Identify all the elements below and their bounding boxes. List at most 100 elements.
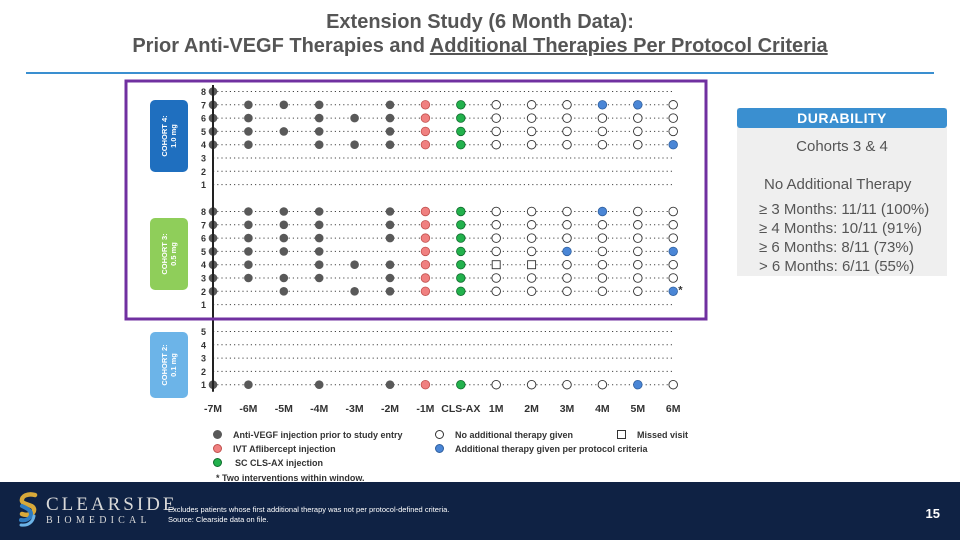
no-therapy-point bbox=[562, 100, 572, 110]
prior-injection-point bbox=[279, 207, 289, 216]
prior-injection-point bbox=[385, 287, 395, 296]
highlight-box bbox=[124, 79, 708, 321]
additional-therapy-point bbox=[597, 100, 608, 110]
prior-injection-point bbox=[244, 207, 253, 216]
ivt-aflibercept-point bbox=[420, 206, 431, 217]
title-line-2-prefix: Prior Anti-VEGF Therapies and bbox=[132, 35, 430, 57]
no-therapy-point bbox=[668, 206, 678, 217]
no-therapy-point bbox=[597, 220, 608, 230]
no-therapy-point bbox=[633, 286, 643, 297]
footer-bar: CLEARSIDE BIOMEDICAL Excludes patients w… bbox=[0, 482, 960, 540]
footer-notes: Excludes patients whose first additional… bbox=[168, 505, 449, 525]
no-therapy-point bbox=[491, 100, 501, 110]
prior-injection-point bbox=[314, 127, 324, 136]
prior-injection-point bbox=[279, 273, 289, 283]
prior-injection-point bbox=[244, 380, 253, 390]
prior-injection-point bbox=[279, 247, 289, 256]
no-therapy-point bbox=[597, 233, 608, 243]
no-therapy-point bbox=[668, 233, 678, 243]
durability-stats: ≥ 3 Months: 11/11 (100%) ≥ 4 Months: 10/… bbox=[759, 200, 929, 276]
prior-injection-point bbox=[244, 233, 253, 243]
prior-injection-point bbox=[279, 220, 289, 230]
y-tick-label: 3 bbox=[201, 274, 206, 284]
no-therapy-point bbox=[597, 113, 608, 123]
prior-injection-point bbox=[244, 260, 253, 270]
no-therapy-point bbox=[526, 126, 537, 137]
prior-injection-point bbox=[244, 113, 253, 123]
no-therapy-point bbox=[597, 273, 608, 283]
no-therapy-point bbox=[597, 139, 608, 150]
prior-injection-point bbox=[314, 207, 324, 216]
no-therapy-point bbox=[491, 233, 501, 243]
y-tick-label: 8 bbox=[201, 207, 206, 217]
y-tick-label: 3 bbox=[201, 154, 206, 164]
cohort-label: COHORT 3: bbox=[160, 233, 169, 274]
prior-injection-point bbox=[385, 260, 395, 270]
x-tick-label: -4M bbox=[310, 403, 328, 415]
y-tick-label: 4 bbox=[201, 340, 206, 350]
no-therapy-point bbox=[526, 286, 537, 297]
title-line-2-underlined: Additional Therapies Per Protocol Criter… bbox=[429, 35, 828, 57]
y-tick-label: 7 bbox=[201, 100, 206, 110]
additional-therapy-point bbox=[668, 246, 678, 257]
no-therapy-point bbox=[491, 273, 501, 283]
prior-injection-point bbox=[385, 380, 395, 390]
legend-missed-marker bbox=[617, 430, 626, 439]
prior-injection-point bbox=[350, 140, 359, 149]
prior-injection-point bbox=[279, 100, 289, 110]
prior-injection-point bbox=[244, 220, 253, 230]
cohort-dose: 0.5 mg bbox=[169, 242, 178, 266]
cohort-label-box bbox=[150, 218, 188, 290]
y-tick-label: 1 bbox=[201, 380, 206, 390]
legend-missed-label: Missed visit bbox=[637, 430, 689, 440]
page-number: 15 bbox=[925, 506, 940, 521]
scs-cls-ax-point bbox=[456, 126, 466, 137]
no-additional-therapy-label: No Additional Therapy bbox=[764, 176, 912, 193]
y-tick-label: 4 bbox=[201, 140, 206, 150]
footer-note-2: Source: Clearside data on file. bbox=[168, 515, 269, 524]
x-tick-label: -3M bbox=[346, 403, 364, 415]
x-tick-label: 4M bbox=[595, 403, 610, 415]
legend-additional-label: Additional therapy given per protocol cr… bbox=[455, 444, 648, 454]
no-therapy-point bbox=[562, 126, 572, 137]
title-divider bbox=[26, 72, 934, 74]
x-tick-label: -5M bbox=[275, 403, 293, 415]
y-tick-label: 5 bbox=[201, 327, 206, 337]
prior-injection-point bbox=[350, 260, 359, 270]
no-therapy-point bbox=[562, 206, 572, 217]
prior-injection-point bbox=[314, 273, 324, 283]
x-tick-label: -6M bbox=[239, 403, 257, 415]
additional-therapy-point bbox=[562, 246, 572, 257]
scs-cls-ax-point bbox=[456, 139, 466, 150]
prior-injection-point bbox=[314, 220, 324, 230]
x-tick-label: CLS-AX bbox=[441, 403, 480, 415]
cohort-label: COHORT 4: bbox=[160, 115, 169, 156]
no-therapy-point bbox=[491, 139, 501, 150]
no-therapy-point bbox=[633, 139, 643, 150]
no-therapy-point bbox=[597, 126, 608, 137]
y-tick-label: 6 bbox=[201, 234, 206, 244]
no-therapy-point bbox=[526, 220, 537, 230]
ivt-aflibercept-point bbox=[420, 139, 431, 150]
prior-injection-point bbox=[244, 273, 253, 283]
prior-injection-point bbox=[385, 140, 395, 149]
no-therapy-point bbox=[562, 233, 572, 243]
no-therapy-point bbox=[491, 286, 501, 297]
no-therapy-point bbox=[562, 379, 572, 390]
no-therapy-point bbox=[526, 206, 537, 217]
no-therapy-point bbox=[668, 259, 678, 270]
no-therapy-point bbox=[562, 139, 572, 150]
prior-injection-point bbox=[244, 100, 253, 110]
x-tick-label: 2M bbox=[524, 403, 539, 415]
missed-visit-point bbox=[491, 260, 501, 270]
ivt-aflibercept-point bbox=[420, 380, 431, 390]
no-therapy-point bbox=[562, 113, 572, 123]
no-therapy-point bbox=[668, 126, 678, 137]
x-tick-label: 1M bbox=[489, 403, 504, 415]
prior-injection-point bbox=[279, 287, 289, 296]
title-line-2: Prior Anti-VEGF Therapies and Additional… bbox=[0, 34, 960, 58]
no-therapy-point bbox=[633, 273, 643, 283]
no-therapy-point bbox=[526, 379, 537, 390]
no-therapy-point bbox=[526, 273, 537, 283]
cohort-dose: 0.1 mg bbox=[169, 353, 178, 377]
